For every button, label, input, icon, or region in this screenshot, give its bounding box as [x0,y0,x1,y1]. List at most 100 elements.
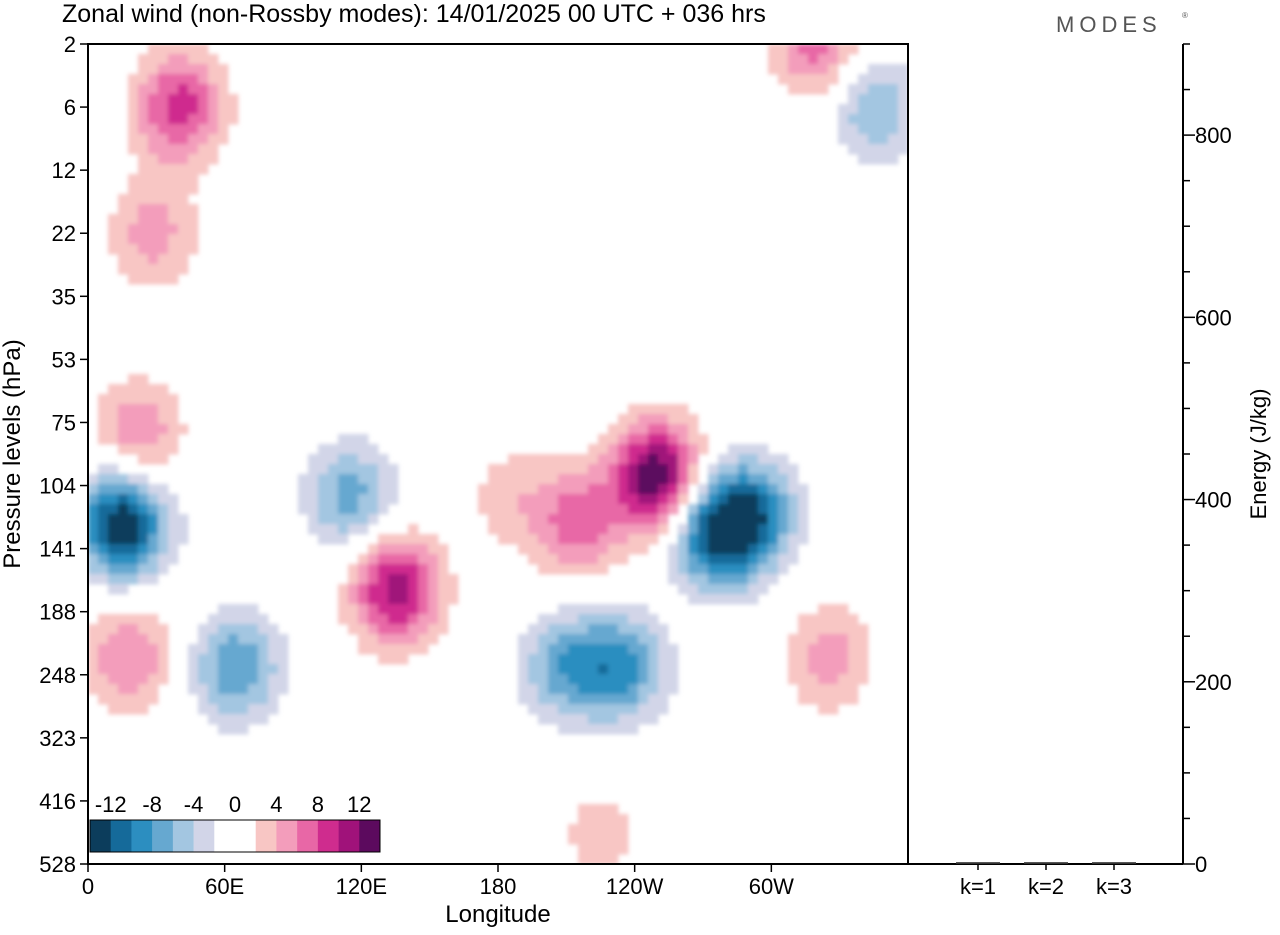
heatmap-cell [228,714,239,725]
heatmap-cell [598,524,609,535]
heatmap-cell [728,504,739,515]
heatmap-cell [218,124,229,135]
heatmap-cell [438,594,449,605]
heatmap-cell [668,474,679,485]
heatmap-cell [368,504,379,515]
heatmap-cell [658,684,669,695]
heatmap-cell [228,674,239,685]
heatmap-cell [838,694,849,705]
heatmap-cell [388,474,399,485]
heatmap-cell [648,634,659,645]
heatmap-cell [158,524,169,535]
heatmap-cell [338,444,349,455]
heatmap-cell [238,654,249,665]
heatmap-cell [148,424,159,435]
heatmap-cell [558,644,569,655]
heatmap-cell [168,424,179,435]
heatmap-cell [318,474,329,485]
heatmap-cell [718,474,729,485]
heatmap-cell [448,594,459,605]
heatmap-cell [398,604,409,615]
heatmap-cell [568,674,579,685]
heatmap-cell [378,504,389,515]
heatmap-cell [528,694,539,705]
heatmap-cell [808,44,819,55]
heatmap-cell [658,404,669,415]
heatmap-cell [628,404,639,415]
heatmap-cell [718,464,729,475]
heatmap-cell [158,204,169,215]
heatmap-cell [138,514,149,525]
heatmap-cell [568,654,579,665]
heatmap-cell [128,694,139,705]
heatmap-cell [368,494,379,505]
heatmap-cell [528,624,539,635]
heatmap-cell [188,664,199,675]
heatmap-cell [148,84,159,95]
heatmap-cell [278,664,289,675]
heatmap-cell [138,644,149,655]
heatmap-cell [238,604,249,615]
heatmap-cell [608,644,619,655]
heatmap-cell [798,84,809,95]
heatmap-cell [788,674,799,685]
heatmap-cell [638,504,649,515]
heatmap-cell [158,654,169,665]
heatmap-cell [568,484,579,495]
heatmap-cell [158,84,169,95]
heatmap-cell [408,544,419,555]
heatmap-cell [208,74,219,85]
heatmap-cell [128,124,139,135]
heatmap-cell [158,94,169,105]
heatmap-cell [208,664,219,675]
heatmap-cell [608,614,619,625]
heatmap-cell [208,684,219,695]
heatmap-cell [108,664,119,675]
heatmap-cell [628,424,639,435]
heatmap-cell [548,644,559,655]
heatmap-cell [598,604,609,615]
heatmap-cell [798,494,809,505]
heatmap-cell [788,54,799,65]
heatmap-cell [648,484,659,495]
heatmap-cell [178,234,189,245]
energy-bars: k=1 k=2 k=3 [956,862,1136,899]
heatmap-cell [728,534,739,545]
heatmap-cell [808,674,819,685]
heatmap-cell [398,574,409,585]
heatmap-cell [358,434,369,445]
heatmap-cell [848,134,859,145]
heatmap-cell [368,564,379,575]
heatmap-cell [348,564,359,575]
heatmap-cell [628,504,639,515]
heatmap-cell [828,694,839,705]
heatmap-cell [108,404,119,415]
heatmap-cell [658,494,669,505]
heatmap-cell [178,184,189,195]
heatmap-cell [158,544,169,555]
heatmap-cell [788,654,799,665]
heatmap-cell [668,494,679,505]
heatmap-cell [88,564,99,575]
heatmap-cell [618,524,629,535]
heatmap-cell [88,674,99,685]
heatmap-cell [758,444,769,455]
heatmap-cell [498,514,509,525]
heatmap-cell [418,604,429,615]
heatmap-cell [378,644,389,655]
heatmap-cell [648,434,659,445]
heatmap-cell [768,54,779,65]
heatmap-cell [608,814,619,825]
heatmap-cell [558,474,569,485]
heatmap-cell [568,834,579,845]
heatmap-cell [128,204,139,215]
heatmap-cell [618,824,629,835]
heatmap-cell [858,624,869,635]
heatmap-cell [578,724,589,735]
heatmap-cell [448,574,459,585]
heatmap-cell [98,694,109,705]
heatmap-cell [488,484,499,495]
heatmap-cell [788,484,799,495]
heatmap-cell [88,684,99,695]
heatmap-cell [838,604,849,615]
